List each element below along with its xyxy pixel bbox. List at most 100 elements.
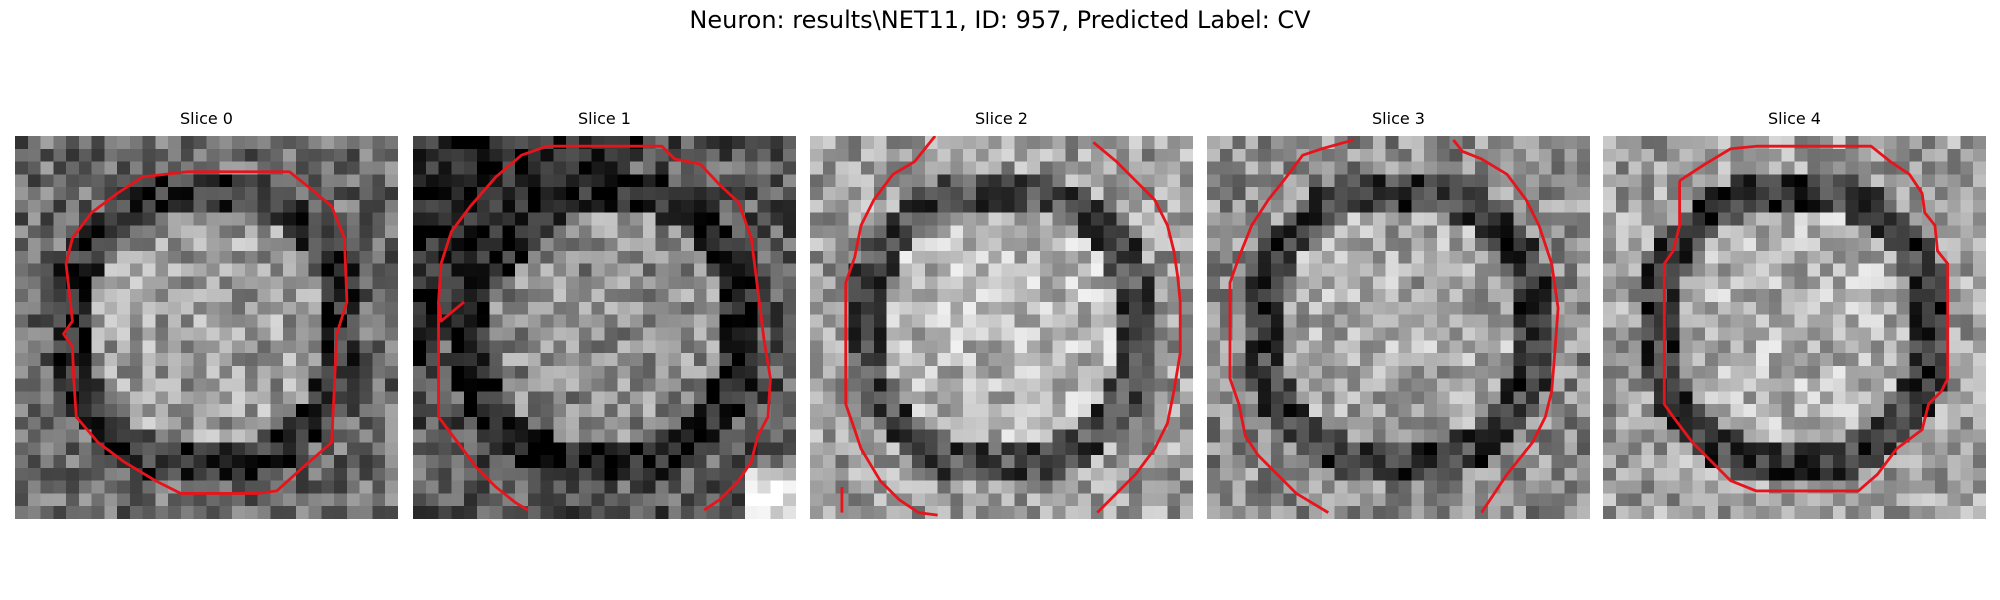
pixel (1718, 366, 1731, 379)
pixel (1450, 264, 1463, 277)
pixel (92, 468, 105, 481)
pixel (553, 379, 566, 392)
pixel (1909, 506, 1922, 519)
pixel (1897, 225, 1910, 238)
pixel (413, 430, 426, 443)
pixel (207, 213, 220, 226)
pixel (1399, 315, 1412, 328)
pixel (181, 340, 194, 353)
pixel (515, 225, 528, 238)
pixel (194, 251, 207, 264)
pixel (1155, 174, 1168, 187)
pixel (1207, 481, 1220, 494)
pixel (1450, 162, 1463, 175)
pixel (770, 213, 783, 226)
pixel (810, 174, 823, 187)
pixel (1322, 264, 1335, 277)
pixel (426, 468, 439, 481)
pixel (477, 391, 490, 404)
pixel (656, 404, 669, 417)
pixel (1296, 481, 1309, 494)
pixel (92, 213, 105, 226)
pixel (181, 353, 194, 366)
pixel (1948, 391, 1961, 404)
pixel (372, 404, 385, 417)
pixel (783, 238, 796, 251)
pixel (232, 315, 245, 328)
pixel (41, 404, 54, 417)
pixel (1846, 379, 1859, 392)
pixel (296, 162, 309, 175)
pixel (579, 315, 592, 328)
pixel (1220, 187, 1233, 200)
pixel (1795, 455, 1808, 468)
pixel (950, 340, 963, 353)
pixel (1091, 391, 1104, 404)
pixel (28, 136, 41, 149)
pixel (643, 493, 656, 506)
pixel (439, 404, 452, 417)
pixel (694, 379, 707, 392)
pixel (1501, 315, 1514, 328)
pixel (372, 391, 385, 404)
pixel (643, 442, 656, 455)
pixel (515, 276, 528, 289)
pixel (1948, 353, 1961, 366)
pixel (1820, 353, 1833, 366)
pixel (1258, 391, 1271, 404)
pixel (1564, 302, 1577, 315)
pixel (668, 289, 681, 302)
pixel (976, 442, 989, 455)
pixel (104, 276, 117, 289)
pixel (385, 417, 398, 430)
pixel (1386, 430, 1399, 443)
pixel (566, 442, 579, 455)
pixel (1450, 315, 1463, 328)
pixel (1603, 481, 1616, 494)
pixel (1322, 315, 1335, 328)
pixel (1871, 493, 1884, 506)
pixel (1142, 238, 1155, 251)
pixel (1616, 238, 1629, 251)
pixel (1641, 251, 1654, 264)
pixel (770, 187, 783, 200)
pixel (1820, 391, 1833, 404)
pixel (413, 251, 426, 264)
pixel (1641, 213, 1654, 226)
pixel (592, 442, 605, 455)
pixel (143, 340, 156, 353)
pixel (1373, 264, 1386, 277)
pixel (1347, 213, 1360, 226)
pixel (1180, 417, 1193, 430)
pixel (1078, 493, 1091, 506)
pixel (630, 213, 643, 226)
pixel (1360, 340, 1373, 353)
pixel (53, 251, 66, 264)
pixel (1475, 391, 1488, 404)
pixel (1795, 391, 1808, 404)
pixel (541, 417, 554, 430)
pixel (1846, 328, 1859, 341)
pixel (130, 251, 143, 264)
pixel (566, 289, 579, 302)
pixel (1296, 315, 1309, 328)
pixel (1488, 506, 1501, 519)
pixel (1769, 302, 1782, 315)
pixel (283, 225, 296, 238)
pixel (976, 391, 989, 404)
pixel (643, 276, 656, 289)
pixel (770, 442, 783, 455)
pixel (155, 404, 168, 417)
pixel (1577, 251, 1590, 264)
pixel (694, 276, 707, 289)
pixel (745, 340, 758, 353)
pixel (1807, 213, 1820, 226)
pixel (1833, 162, 1846, 175)
pixel (385, 276, 398, 289)
pixel (1718, 225, 1731, 238)
pixel (656, 225, 669, 238)
pixel (1450, 442, 1463, 455)
pixel (1935, 276, 1948, 289)
pixel (1309, 404, 1322, 417)
pixel (1373, 149, 1386, 162)
